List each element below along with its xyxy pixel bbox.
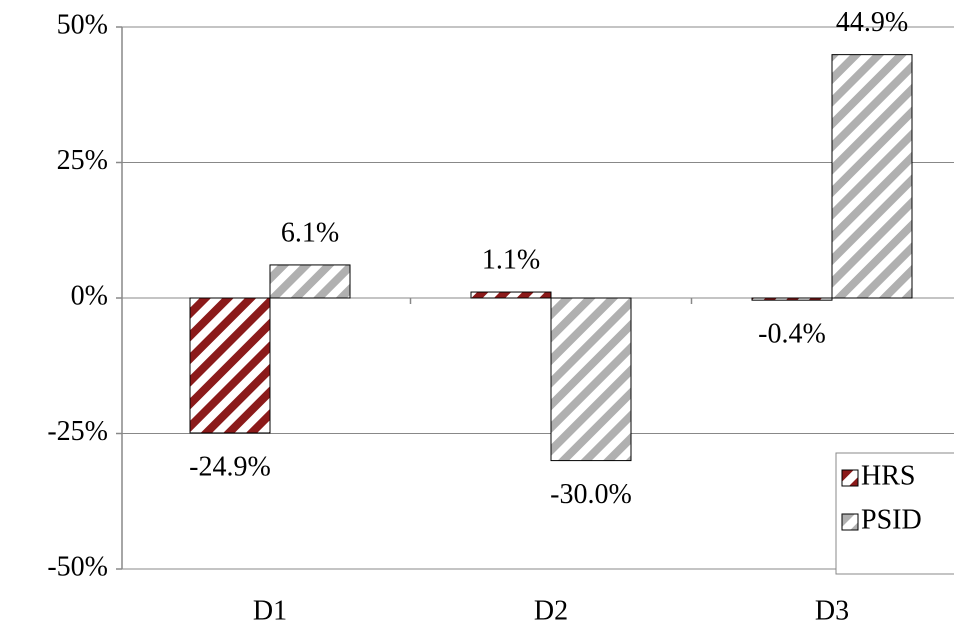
legend-swatch	[841, 513, 859, 531]
y-tick-label: -50%	[47, 551, 108, 582]
value-label: -24.9%	[189, 451, 271, 482]
bar	[269, 264, 351, 299]
value-label: 6.1%	[281, 217, 339, 248]
legend-swatch	[841, 469, 859, 487]
bar	[470, 291, 552, 299]
x-tick-label: D3	[815, 595, 849, 626]
bar	[831, 54, 913, 299]
value-label: -30.0%	[550, 479, 632, 510]
y-tick-label: 25%	[57, 145, 108, 176]
legend-label: PSID	[861, 504, 922, 535]
y-tick-label: -25%	[47, 416, 108, 447]
bar	[751, 297, 833, 301]
value-label: 1.1%	[482, 244, 540, 275]
y-tick-label: 0%	[71, 280, 108, 311]
value-label: 44.9%	[836, 7, 908, 38]
x-tick-label: D2	[534, 595, 568, 626]
y-tick-label: 50%	[57, 9, 108, 40]
bar	[550, 297, 632, 462]
bar	[189, 297, 271, 434]
x-tick-label: D1	[253, 595, 287, 626]
legend-label: HRS	[861, 460, 915, 491]
value-label: -0.4%	[758, 319, 826, 350]
